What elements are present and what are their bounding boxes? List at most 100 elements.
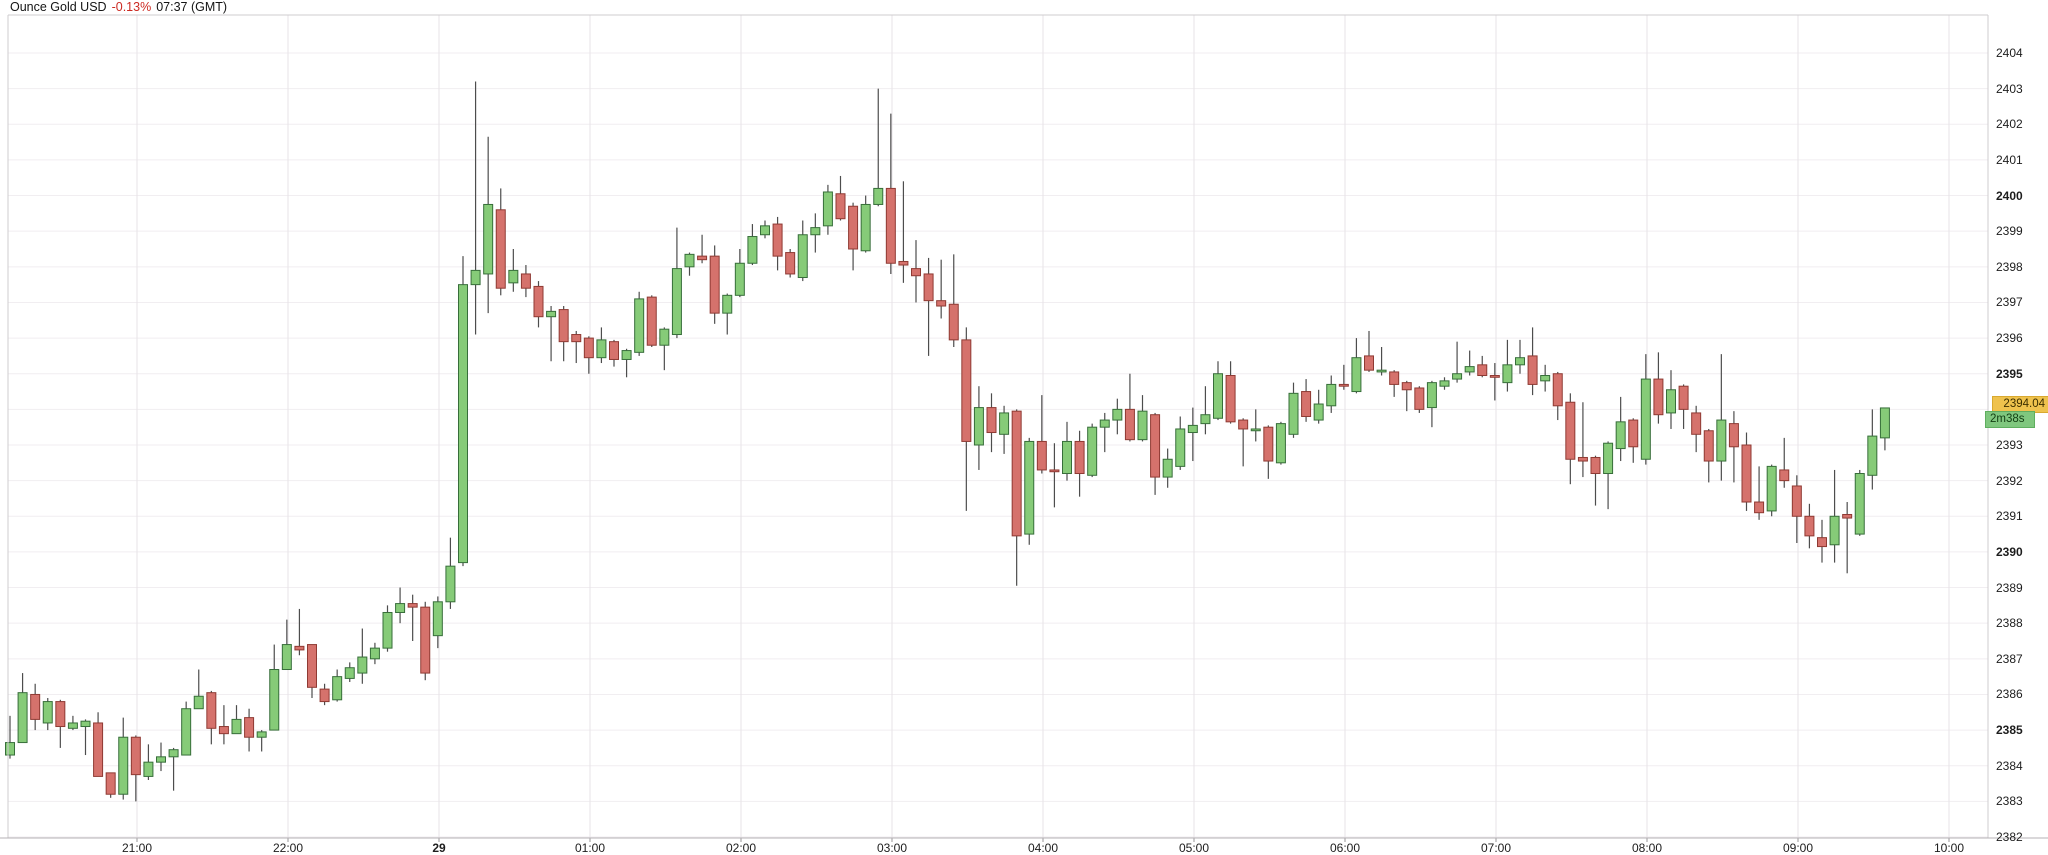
candle <box>571 330 582 364</box>
candle-body-up <box>1464 366 1475 373</box>
candle-body-up <box>1099 419 1110 428</box>
candle <box>596 327 607 364</box>
candle <box>307 644 317 699</box>
candle <box>1426 380 1437 428</box>
candle-body-down <box>936 300 947 307</box>
candle <box>659 327 670 371</box>
candle-body-up <box>1187 424 1198 434</box>
candle-body-up <box>760 225 770 236</box>
candle <box>5 715 15 759</box>
candle <box>999 405 1010 454</box>
candle <box>1288 382 1299 438</box>
candle-body-down <box>1364 355 1374 371</box>
candle <box>118 717 129 800</box>
candle-body-down <box>1124 408 1135 441</box>
candle <box>986 393 997 453</box>
time-axis-label: 06:00 <box>1329 841 1361 855</box>
candle-body-down <box>1804 515 1815 537</box>
candle <box>1099 412 1110 453</box>
candle <box>873 88 884 207</box>
candle-body-down <box>1791 485 1802 517</box>
candle <box>1489 363 1500 401</box>
candle-body-down <box>520 273 531 289</box>
candle-body-down <box>1527 355 1538 385</box>
price-axis-label: 2396 <box>1996 331 2023 346</box>
candle <box>936 259 947 319</box>
candle-body-up <box>1376 369 1387 373</box>
candle <box>80 719 91 756</box>
candle <box>1275 421 1286 465</box>
candle <box>1049 443 1060 508</box>
candle-body-down <box>911 268 921 277</box>
candle-body-down <box>1263 426 1274 462</box>
candle <box>1829 469 1840 563</box>
candle-body-down <box>1779 469 1790 482</box>
candle <box>67 715 78 731</box>
candle <box>1678 384 1689 429</box>
candle-body-up <box>1200 414 1211 425</box>
candle-body-down <box>105 772 116 795</box>
candle-body-up <box>156 756 166 763</box>
candle-body-down <box>294 645 305 651</box>
price-axis-label: 2404 <box>1996 46 2023 60</box>
candle <box>483 136 494 314</box>
candle-body-down <box>835 193 846 220</box>
candle-body-up <box>1540 375 1551 382</box>
candle-body-up <box>1137 410 1148 441</box>
candle-body-up <box>1351 357 1362 393</box>
candle <box>848 202 859 271</box>
candle-body-down <box>1301 391 1312 417</box>
candle-body-up <box>1879 407 1890 439</box>
candle-body-down <box>571 334 582 343</box>
time-axis-label: 02:00 <box>725 841 757 855</box>
candle <box>17 673 28 744</box>
candle <box>319 683 330 706</box>
candle-body-up <box>193 695 204 710</box>
candle <box>1301 379 1312 422</box>
candle-body-up <box>1766 465 1777 512</box>
candle-body-down <box>1590 456 1601 475</box>
candle <box>1628 418 1639 463</box>
price-axis-label: 2391 <box>1996 509 2023 524</box>
candle <box>1691 405 1702 453</box>
candle-body-down <box>1338 383 1349 387</box>
candle <box>1011 409 1022 586</box>
candle-body-down <box>772 223 783 257</box>
candle <box>885 113 896 274</box>
candle-body-up <box>1502 364 1513 384</box>
time-axis-label: 10:00 <box>1933 841 1965 855</box>
candle-body-down <box>533 285 544 318</box>
candle <box>156 742 166 772</box>
candle <box>1552 371 1563 421</box>
candle <box>1414 386 1425 413</box>
candle-body-up <box>256 731 267 738</box>
time-axis-label: 08:00 <box>1631 841 1663 855</box>
candle <box>231 705 242 735</box>
candle <box>206 690 217 745</box>
candle-body-down <box>93 722 104 777</box>
candle-body-down <box>420 606 431 674</box>
time-axis-label: 21:00 <box>121 841 153 855</box>
price-axis-label: 2397 <box>1996 295 2023 310</box>
candle <box>835 175 846 221</box>
time-axis-label: 04:00 <box>1027 841 1059 855</box>
candle <box>747 224 758 266</box>
time-axis-label: 03:00 <box>876 841 908 855</box>
candle <box>1338 364 1349 390</box>
candle <box>420 601 431 681</box>
candle <box>822 184 833 235</box>
candle <box>911 240 921 303</box>
candle <box>1502 339 1513 392</box>
candle <box>357 628 368 684</box>
candle-body-up <box>1326 383 1337 407</box>
candle-body-down <box>1678 385 1689 410</box>
candle <box>1804 503 1815 549</box>
candle <box>1565 393 1576 485</box>
candle-body-down <box>495 209 506 289</box>
price-axis-label: 2389 <box>1996 580 2023 595</box>
candle <box>1666 370 1676 429</box>
price-axis-label: 2402 <box>1996 117 2023 132</box>
candle-body-down <box>785 252 796 275</box>
